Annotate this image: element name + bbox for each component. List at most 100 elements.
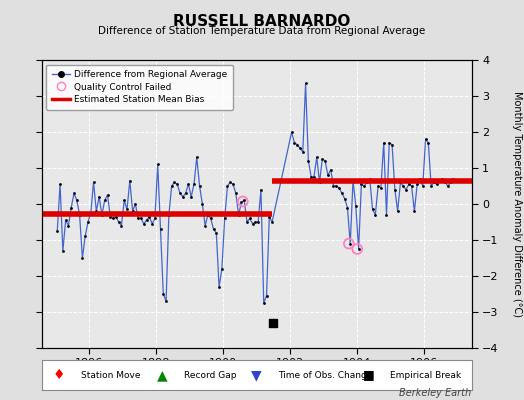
Point	[341, 195, 349, 202]
Point	[254, 219, 263, 225]
Point	[148, 221, 156, 227]
Point	[399, 183, 408, 189]
Point	[53, 228, 61, 234]
Point	[353, 246, 362, 252]
Point	[81, 233, 90, 240]
Y-axis label: Monthly Temperature Anomaly Difference (°C): Monthly Temperature Anomaly Difference (…	[512, 91, 522, 317]
Point	[251, 219, 259, 225]
Point	[352, 202, 360, 209]
Point	[296, 145, 304, 151]
Point	[56, 181, 64, 187]
Point	[293, 141, 301, 148]
Point	[363, 179, 371, 186]
Point	[432, 181, 441, 187]
Point	[360, 183, 368, 189]
Legend: Difference from Regional Average, Quality Control Failed, Estimated Station Mean: Difference from Regional Average, Qualit…	[47, 64, 233, 110]
Point	[221, 215, 229, 222]
Point	[134, 215, 143, 222]
Point	[217, 266, 226, 272]
Point	[238, 198, 247, 205]
Point	[301, 80, 310, 86]
Point	[67, 204, 75, 211]
Point	[75, 212, 84, 218]
Point	[237, 199, 246, 206]
Point	[206, 215, 215, 222]
Point	[366, 176, 374, 182]
Point	[402, 186, 410, 193]
Text: ♦: ♦	[53, 368, 66, 382]
Point	[269, 320, 278, 326]
Point	[335, 185, 343, 191]
Point	[329, 183, 337, 189]
Point	[170, 179, 179, 186]
Point	[321, 158, 329, 164]
Text: Difference of Station Temperature Data from Regional Average: Difference of Station Temperature Data f…	[99, 26, 425, 36]
Point	[190, 181, 198, 187]
Point	[131, 201, 139, 207]
Point	[259, 300, 268, 306]
Point	[263, 293, 271, 299]
Point	[427, 183, 435, 189]
Point	[246, 215, 254, 222]
Text: ▲: ▲	[157, 368, 168, 382]
Point	[354, 246, 363, 252]
Point	[396, 179, 405, 186]
Point	[240, 197, 248, 204]
Point	[226, 179, 234, 186]
Point	[413, 181, 421, 187]
Point	[184, 181, 193, 187]
Point	[430, 179, 438, 186]
Point	[193, 154, 201, 160]
Point	[176, 190, 184, 196]
Point	[103, 192, 112, 198]
Text: Record Gap: Record Gap	[184, 370, 236, 380]
Point	[128, 208, 137, 214]
Point	[452, 178, 461, 184]
Point	[159, 291, 168, 297]
Point	[391, 186, 399, 193]
Point	[315, 179, 324, 186]
Point	[106, 214, 114, 220]
Point	[385, 140, 394, 146]
Point	[290, 140, 299, 146]
Point	[324, 172, 332, 178]
Point	[162, 298, 170, 304]
Point	[368, 206, 377, 213]
Point	[310, 174, 318, 180]
Text: ■: ■	[363, 368, 374, 382]
Point	[421, 136, 430, 142]
Point	[257, 186, 265, 193]
Point	[337, 190, 346, 196]
Point	[435, 178, 444, 184]
Point	[416, 176, 424, 182]
Point	[204, 212, 212, 218]
Point	[95, 194, 103, 200]
Point	[86, 210, 95, 216]
Point	[64, 222, 73, 229]
Point	[165, 212, 173, 218]
Text: ▼: ▼	[252, 368, 262, 382]
Point	[379, 140, 388, 146]
Point	[187, 194, 195, 200]
Point	[438, 176, 446, 182]
Point	[215, 284, 223, 290]
Point	[97, 212, 106, 218]
Point	[73, 197, 81, 204]
Point	[168, 183, 176, 189]
Point	[232, 190, 240, 196]
Point	[449, 176, 457, 182]
Point	[332, 183, 341, 189]
Point	[349, 178, 357, 184]
Point	[394, 208, 402, 214]
Point	[101, 197, 109, 204]
Point	[304, 158, 313, 164]
Point	[114, 219, 123, 225]
Point	[444, 183, 452, 189]
Point	[84, 219, 92, 225]
Text: Empirical Break: Empirical Break	[390, 370, 461, 380]
Point	[265, 214, 274, 220]
Point	[343, 204, 352, 211]
Point	[388, 141, 396, 148]
Point	[90, 179, 98, 186]
Point	[408, 183, 416, 189]
